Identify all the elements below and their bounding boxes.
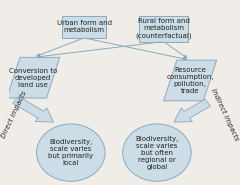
FancyArrow shape bbox=[174, 99, 210, 122]
FancyArrow shape bbox=[13, 97, 54, 122]
Ellipse shape bbox=[36, 124, 105, 181]
Polygon shape bbox=[164, 60, 216, 101]
Ellipse shape bbox=[123, 124, 191, 181]
Text: Rural form and
metabolism
(counterfactual): Rural form and metabolism (counterfactua… bbox=[135, 18, 192, 39]
Polygon shape bbox=[7, 57, 60, 98]
Text: Conversion to
developed
land use: Conversion to developed land use bbox=[9, 68, 57, 88]
FancyBboxPatch shape bbox=[62, 16, 106, 38]
Text: Indirect impacts: Indirect impacts bbox=[210, 88, 239, 142]
Text: Urban form and
metabolism: Urban form and metabolism bbox=[57, 20, 112, 33]
Text: Direct impacts: Direct impacts bbox=[1, 90, 28, 139]
Text: Biodiversity,
scale varies
but primarily
local: Biodiversity, scale varies but primarily… bbox=[48, 139, 93, 166]
FancyBboxPatch shape bbox=[139, 16, 188, 42]
Text: Resource
consumption,
pollution,
trade: Resource consumption, pollution, trade bbox=[166, 67, 214, 94]
Text: Biodiversity,
scale varies
but often
regional or
global: Biodiversity, scale varies but often reg… bbox=[135, 136, 179, 170]
